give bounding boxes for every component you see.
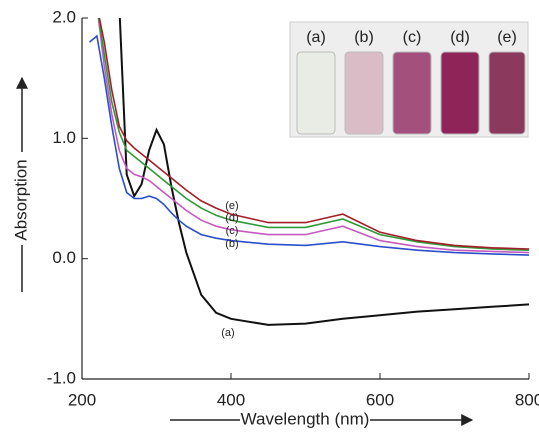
series-line (118, 18, 529, 326)
curve-label: (e) (225, 200, 238, 212)
curve-label: (a) (221, 327, 234, 339)
vial (440, 51, 480, 135)
y-tick-label: 1.0 (52, 128, 76, 147)
inset-label: (e) (497, 29, 517, 46)
inset-label: (d) (450, 29, 470, 46)
y-tick-label: 2.0 (52, 7, 76, 26)
series-line (97, 18, 529, 254)
y-axis-title: Absorption (11, 159, 30, 240)
x-axis-title: Wavelength (nm) (241, 409, 370, 428)
y-tick-label: -1.0 (47, 368, 76, 387)
inset-photo: (a) (b) (c) (d) (e) (289, 21, 529, 138)
vial (344, 51, 384, 135)
series-line (88, 34, 529, 256)
vial (392, 51, 432, 135)
inset-label: (a) (306, 29, 326, 46)
vial (488, 51, 526, 135)
inset-label: (c) (403, 29, 422, 46)
curve-label: (c) (226, 225, 239, 237)
plot-area (88, 18, 529, 326)
vial (296, 51, 336, 135)
inset-label: (b) (354, 29, 374, 46)
curve-label: (b) (225, 238, 238, 250)
x-tick-label: 400 (217, 390, 245, 409)
series-line (97, 18, 529, 251)
series-line (98, 18, 529, 250)
curve-label: (d) (225, 212, 238, 224)
x-tick-label: 600 (366, 390, 394, 409)
y-tick-label: 0.0 (52, 248, 76, 267)
x-tick-label: 800 (515, 390, 539, 409)
x-tick-label: 200 (68, 390, 96, 409)
